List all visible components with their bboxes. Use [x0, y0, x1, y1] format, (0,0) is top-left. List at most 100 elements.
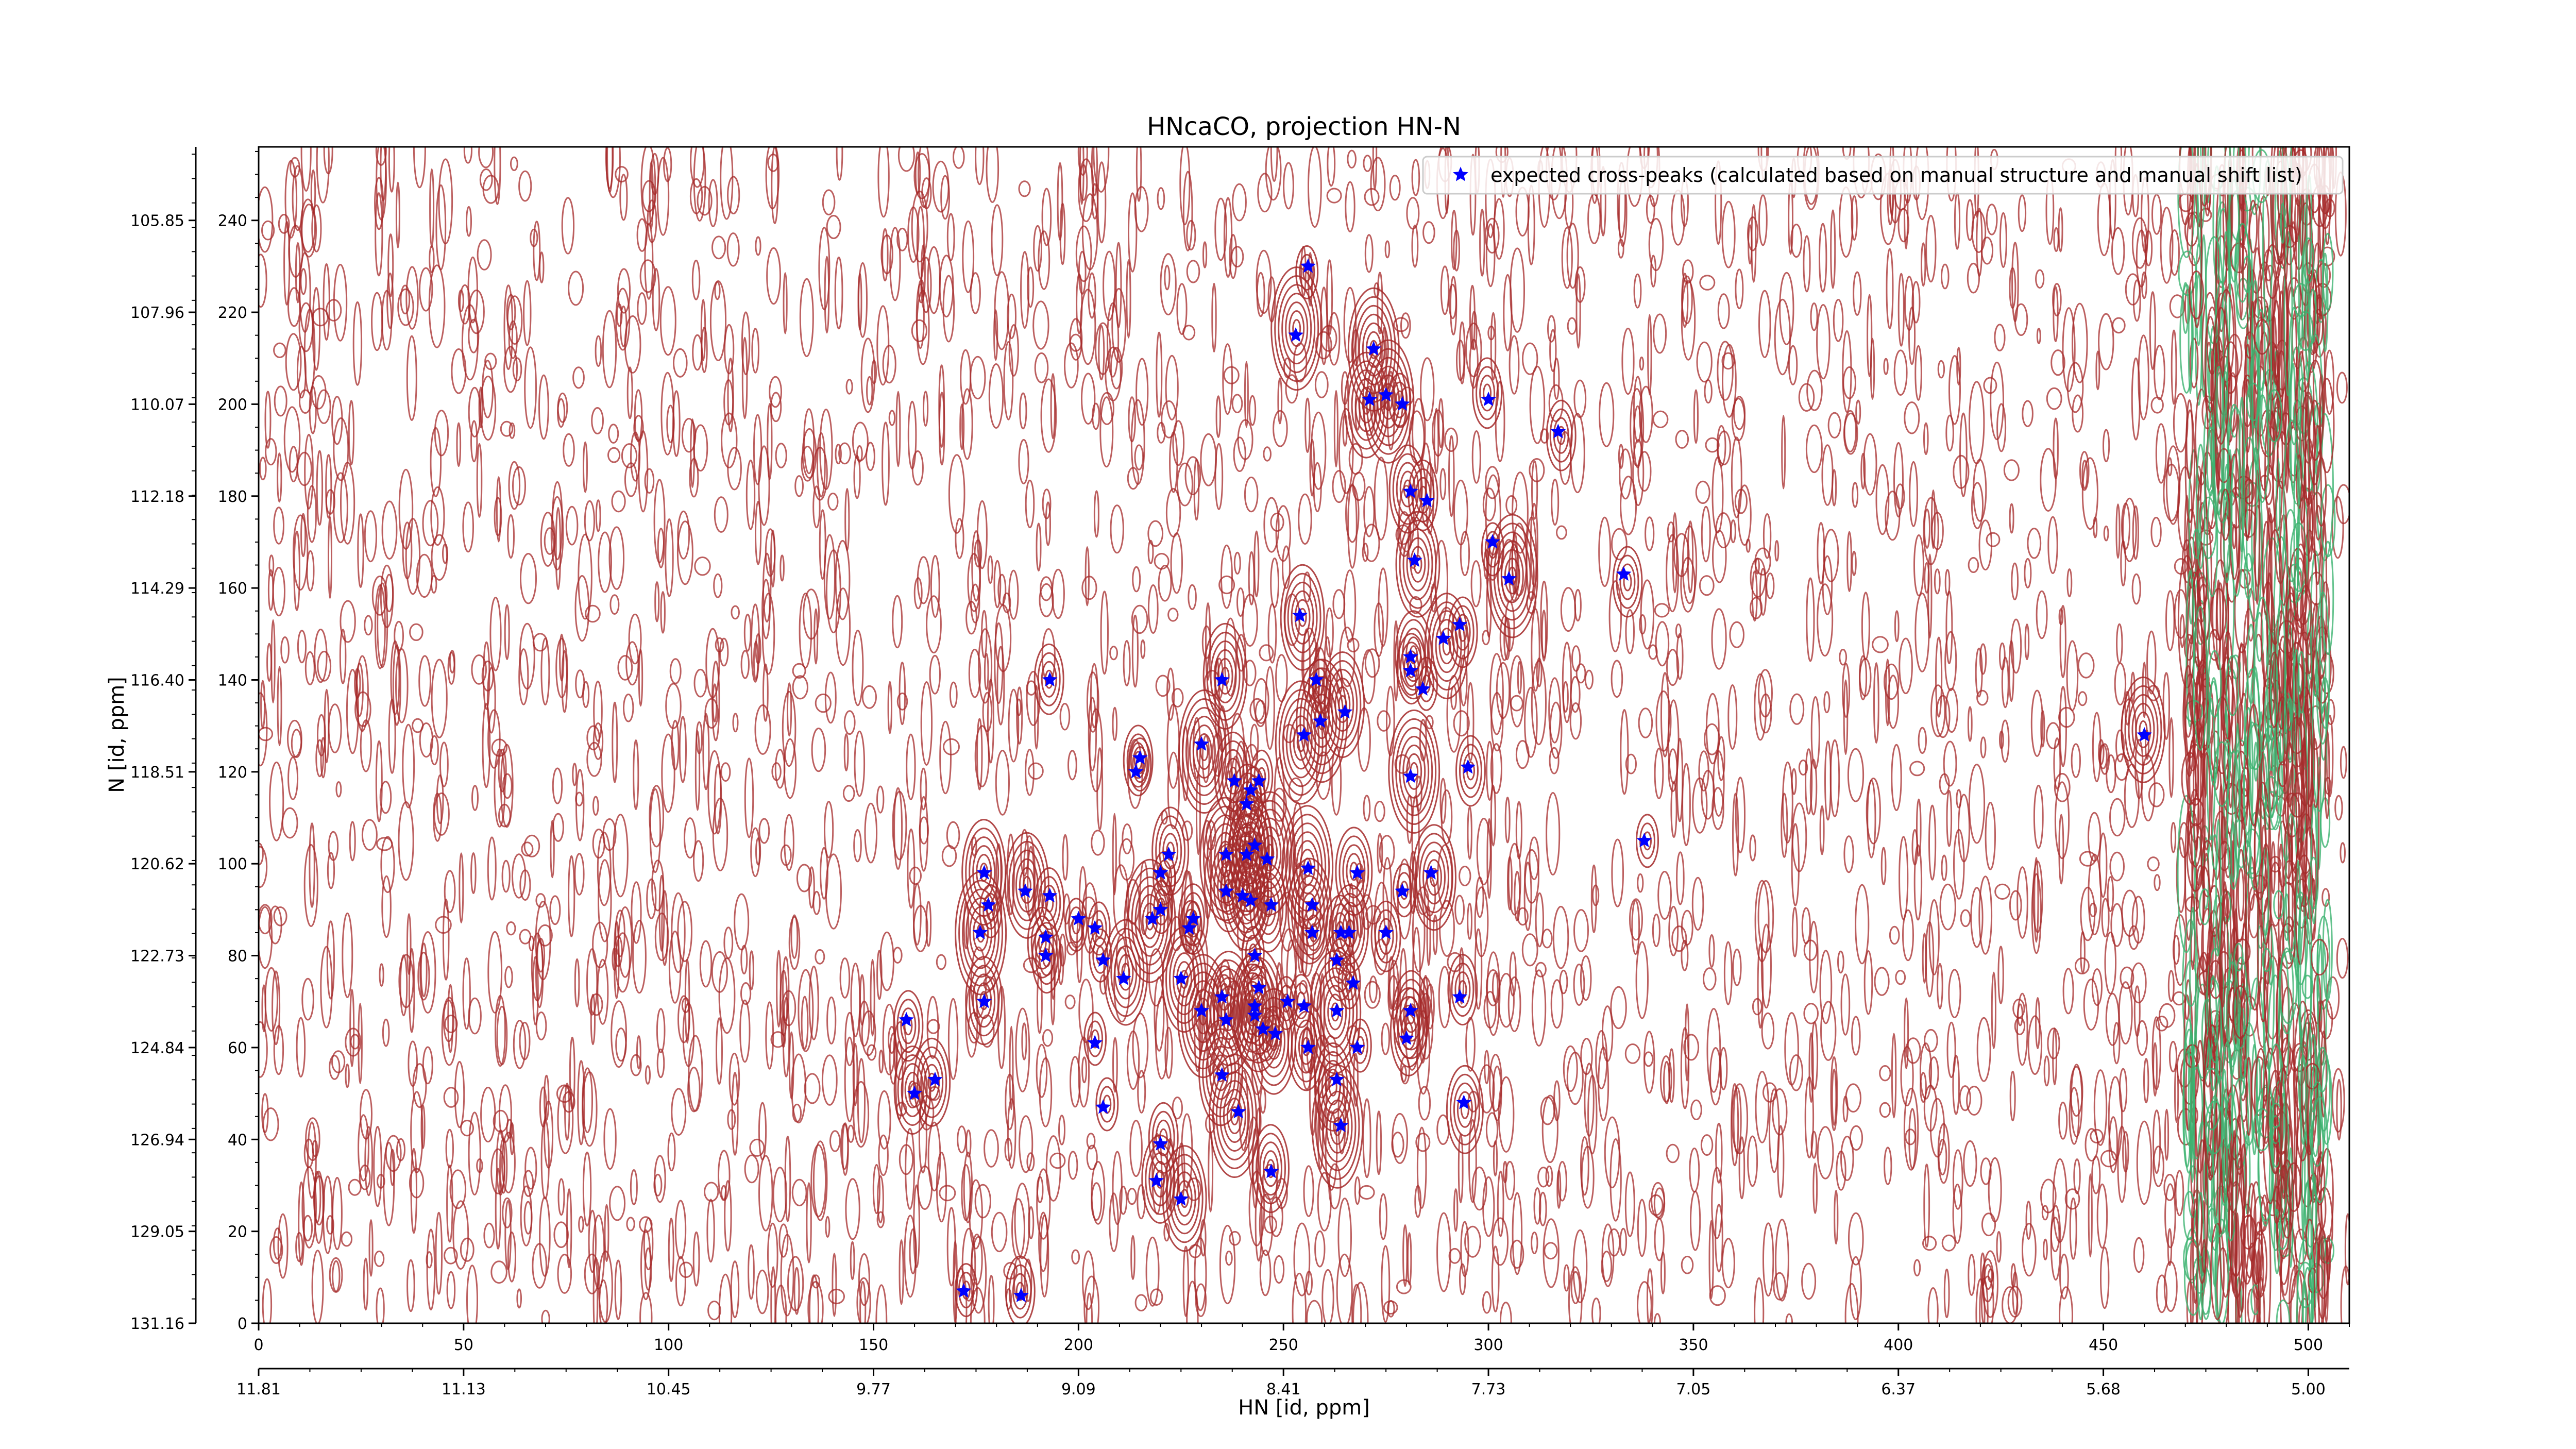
chart-title: HNcaCO, projection HN-N — [1147, 112, 1461, 141]
peak-marker — [1423, 865, 1439, 880]
peak-marker — [1263, 1164, 1279, 1178]
legend-marker — [1453, 166, 1468, 181]
hn-ppm-tick-label: 5.00 — [2291, 1380, 2326, 1399]
peak-marker — [1395, 396, 1410, 411]
peak-marker — [1309, 671, 1324, 687]
peak-marker — [1636, 832, 1652, 848]
peak-marker — [1173, 970, 1189, 985]
n-ppm-tick-label: 131.16 — [130, 1315, 184, 1333]
peak-marker — [1304, 897, 1320, 912]
peak-marker — [1247, 837, 1263, 852]
peak-marker — [1300, 258, 1316, 273]
peak-marker — [1226, 773, 1242, 788]
peak-marker — [1251, 980, 1267, 995]
n-ppm-tick-label: 129.05 — [130, 1223, 184, 1241]
peak-marker — [1341, 924, 1357, 939]
hn-ppm-tick-label: 6.37 — [1881, 1380, 1916, 1399]
hn-ppm-tick-label: 11.13 — [442, 1380, 486, 1399]
peak-marker — [1243, 892, 1259, 907]
peak-marker — [1038, 929, 1054, 944]
peak-marker — [1296, 727, 1312, 742]
x-tick-label: 0 — [253, 1336, 263, 1354]
y-tick-label: 40 — [228, 1131, 247, 1149]
y-tick-label: 0 — [238, 1315, 247, 1333]
peak-marker — [1239, 846, 1255, 862]
peak-marker — [1280, 993, 1295, 1008]
peak-marker — [1071, 911, 1087, 925]
peak-marker — [1333, 1117, 1349, 1133]
peak-marker — [1214, 989, 1230, 1004]
x-tick-label: 150 — [859, 1336, 888, 1354]
hn-ppm-tick-label: 9.77 — [856, 1380, 891, 1399]
peak-marker — [1403, 1003, 1418, 1018]
peak-marker — [1038, 948, 1054, 963]
peak-marker — [1313, 713, 1328, 728]
peak-marker — [1407, 552, 1422, 567]
peak-marker — [1403, 768, 1418, 783]
n-ppm-tick-label: 126.94 — [130, 1131, 184, 1149]
peak-marker — [927, 1071, 943, 1087]
peak-marker — [1042, 887, 1058, 903]
peak-marker — [976, 865, 992, 880]
peak-marker — [1042, 671, 1058, 687]
peak-marker — [1214, 671, 1230, 687]
peak-marker — [1132, 750, 1148, 765]
peak-marker — [1452, 989, 1468, 1004]
peak-marker — [1239, 796, 1255, 811]
y-tick-label: 220 — [218, 304, 247, 322]
x-tick-label: 250 — [1269, 1336, 1298, 1354]
peak-marker — [1255, 1021, 1271, 1036]
peak-marker — [1460, 759, 1476, 774]
peak-marker — [1087, 920, 1103, 935]
hn-ppm-tick-label: 5.68 — [2086, 1380, 2121, 1399]
peak-marker — [1415, 681, 1431, 696]
n-ppm-tick-label: 114.29 — [130, 580, 184, 598]
peak-marker — [1366, 341, 1382, 356]
peak-marker — [1128, 764, 1144, 779]
peak-marker — [1251, 773, 1267, 788]
y-tick-label: 140 — [218, 671, 247, 689]
peak-marker — [1550, 424, 1566, 439]
n-ppm-tick-label: 105.85 — [130, 212, 184, 230]
peak-marker — [1300, 860, 1316, 875]
peak-marker — [1403, 483, 1418, 498]
peak-marker — [1194, 736, 1209, 751]
n-ppm-tick-label: 124.84 — [130, 1039, 184, 1057]
n-ppm-tick-label: 112.18 — [130, 488, 184, 506]
peak-marker — [976, 993, 992, 1008]
peak-marker — [1300, 1039, 1316, 1054]
peak-marker — [1399, 1030, 1414, 1045]
peak-marker — [1485, 534, 1500, 549]
peak-marker — [1616, 566, 1632, 581]
peak-marker — [1181, 920, 1197, 935]
peak-marker — [1194, 1003, 1209, 1018]
hn-ppm-tick-label: 9.09 — [1061, 1380, 1096, 1399]
y-tick-label: 160 — [218, 580, 247, 598]
peak-marker — [1362, 391, 1378, 407]
peak-marker — [1153, 901, 1168, 917]
y-tick-label: 120 — [218, 764, 247, 782]
peak-marker — [1395, 883, 1410, 898]
contour-layer — [259, 147, 2349, 1323]
y-axis-label: N [id, ppm] — [105, 677, 129, 793]
peak-marker — [899, 1012, 914, 1026]
n-ppm-tick-label: 122.73 — [130, 948, 184, 966]
peak-marker — [1329, 1071, 1345, 1087]
peak-marker — [1292, 607, 1308, 622]
peak-marker — [1501, 570, 1517, 585]
peak-marker — [1263, 897, 1279, 912]
peak-marker — [1161, 846, 1177, 862]
x-axis: 0 50 100 150 200 250 300 350 400 450 500 — [253, 1323, 2350, 1354]
peak-marker — [980, 897, 996, 912]
peak-marker — [1148, 1172, 1164, 1188]
peak-marker — [1218, 846, 1234, 862]
x-tick-label: 300 — [1473, 1336, 1503, 1354]
peak-marker — [1218, 883, 1234, 898]
n-ppm-tick-label: 116.40 — [130, 671, 184, 689]
y-tick-label: 80 — [228, 948, 247, 966]
hn-ppm-tick-label: 11.81 — [236, 1380, 281, 1399]
legend-marker-star — [1453, 166, 1468, 181]
n-ppm-tick-label: 107.96 — [130, 304, 184, 322]
peak-marker — [1403, 649, 1418, 664]
